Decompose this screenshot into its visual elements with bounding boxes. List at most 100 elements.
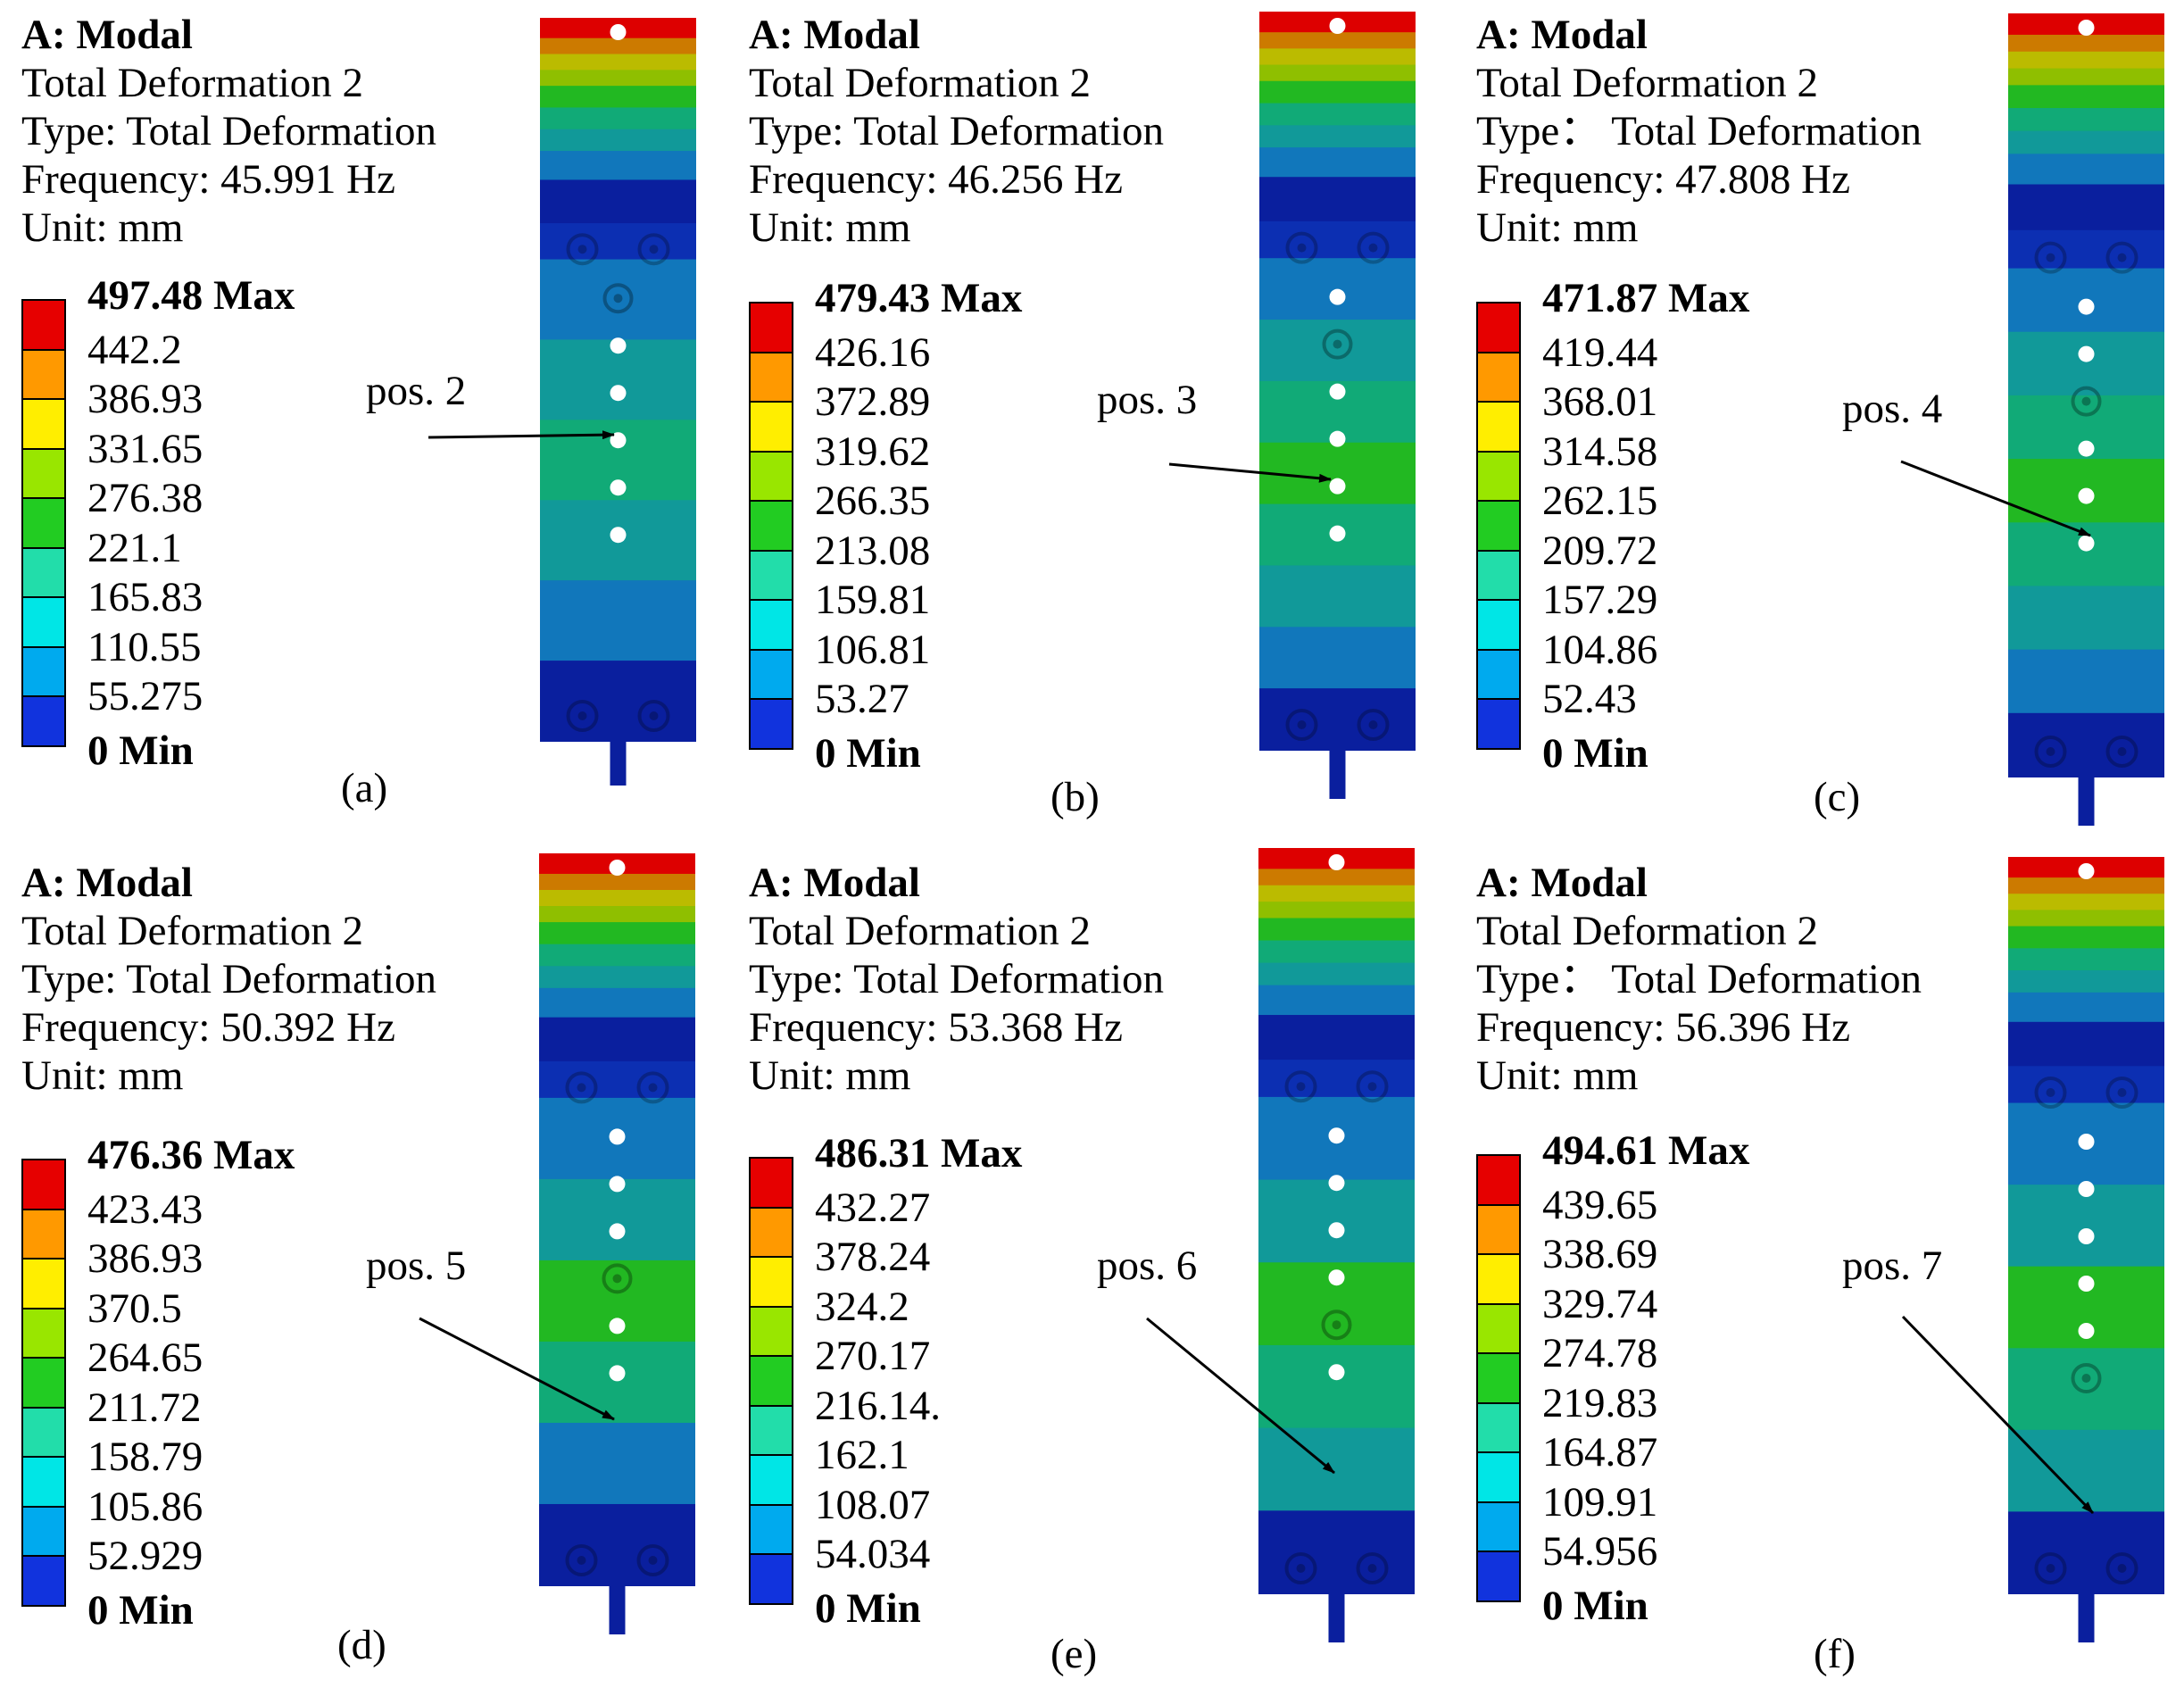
center-hole: [2078, 535, 2095, 552]
legend-swatch: [21, 695, 66, 747]
legend-swatch: [21, 1357, 66, 1409]
legend-value: 386.93: [87, 1235, 203, 1282]
figure-panel: A: Modal Total Deformation 2 Type： Total D…: [1455, 848, 2182, 1696]
figure-panel: A: Modal Total Deformation 2 Type: Total D…: [727, 0, 1455, 848]
contour-band: [2008, 910, 2164, 927]
legend-swatch: [21, 1258, 66, 1309]
contour-band: [1258, 902, 1415, 919]
bolt-hole-center: [1297, 243, 1307, 253]
panel-header: A: Modal Total Deformation 2 Type: Total D…: [749, 11, 1164, 252]
bolt-hole: [1284, 1552, 1317, 1584]
legend-swatch: [1476, 500, 1521, 552]
legend-swatch: [1476, 648, 1521, 700]
legend-swatch: [21, 1505, 66, 1557]
legend-value: 426.16: [815, 328, 931, 376]
center-hole: [1329, 430, 1346, 447]
panel-caption: (c): [1814, 774, 1861, 820]
bolt-hole: [1284, 1070, 1317, 1103]
legend-swatch: [749, 1404, 793, 1456]
contour-band: [1258, 940, 1415, 964]
bolt-hole: [565, 1544, 598, 1576]
contour-band: [540, 179, 696, 225]
bolt-hole: [2034, 1077, 2067, 1109]
result-type: Type: Total Deformation: [21, 956, 437, 1002]
legend-swatch: [1476, 1501, 1521, 1552]
legend-value: 368.01: [1542, 378, 1658, 425]
legend-value: 157.29: [1542, 577, 1658, 623]
contour-band: [539, 906, 695, 924]
contour-band: [2008, 1429, 2164, 1513]
contour-band: [2008, 68, 2164, 87]
center-hole: [2078, 1134, 2095, 1150]
bolt-hole: [2105, 1552, 2138, 1584]
result-name: Total Deformation 2: [749, 60, 1092, 106]
contour-band: [2008, 85, 2164, 110]
legend-swatch: [21, 645, 66, 697]
top-hole: [609, 860, 626, 876]
legend-value: 276.38: [87, 475, 203, 521]
frequency-readout: Frequency: 45.991 Hz: [21, 156, 395, 203]
contour-band: [540, 661, 696, 742]
bolt-hole: [566, 700, 599, 732]
legend-max-value: 476.36 Max: [87, 1132, 295, 1178]
mounting-stem: [610, 741, 627, 786]
beam-contour-plot: [1258, 848, 1415, 1642]
bolt-hole-center: [2046, 1088, 2055, 1097]
contour-band: [1258, 1179, 1415, 1264]
bolt-hole-center: [2117, 1564, 2127, 1573]
center-hole: [2078, 487, 2095, 504]
legend-swatch: [1476, 351, 1521, 403]
legend-value: 338.69: [1542, 1231, 1658, 1277]
bolt-hole-center: [648, 1556, 658, 1565]
contour-band: [1259, 80, 1416, 104]
contour-band: [2008, 649, 2164, 714]
legend-swatch: [749, 1503, 793, 1555]
result-type: Type： Total Deformation: [1476, 956, 1922, 1002]
contour-band: [1258, 918, 1415, 942]
bolt-hole-center: [2117, 1088, 2127, 1097]
position-label: pos. 7: [1842, 1243, 1943, 1289]
sensor-position-center: [2081, 1374, 2091, 1383]
contour-band: [1259, 627, 1416, 690]
center-hole: [1328, 1175, 1345, 1192]
contour-band: [540, 70, 696, 87]
contour-band: [539, 987, 695, 1018]
bolt-hole: [2105, 1077, 2138, 1109]
result-type: Type: Total Deformation: [749, 956, 1165, 1002]
legend-min-value: 0 Min: [87, 727, 194, 774]
panel-title: A: Modal: [749, 12, 920, 58]
contour-band: [2008, 522, 2164, 587]
contour-band: [1258, 1015, 1415, 1061]
legend-value: 54.034: [815, 1531, 931, 1577]
beam-contour-plot: [2008, 13, 2164, 826]
panel-caption: (f): [1814, 1631, 1856, 1677]
legend-swatch: [749, 698, 793, 750]
contour-band: [2008, 992, 2164, 1023]
legend-swatch: [21, 447, 66, 499]
contour-band: [1258, 869, 1415, 886]
contour-band: [540, 223, 696, 261]
mounting-stem: [1329, 750, 1346, 799]
legend-min-value: 0 Min: [87, 1586, 194, 1634]
legend-max-value: 497.48 Max: [87, 272, 295, 319]
center-hole: [610, 432, 627, 449]
legend-value: 105.86: [87, 1483, 203, 1530]
legend-swatch: [21, 348, 66, 400]
figure-panel: A: Modal Total Deformation 2 Type: Total D…: [0, 848, 727, 1696]
contour-band: [540, 580, 696, 662]
panel-header: A: Modal Total Deformation 2 Type: Total D…: [749, 859, 1164, 1100]
legend-swatch: [749, 1454, 793, 1506]
sensor-position-ring: [2071, 386, 2102, 417]
bolt-hole-center: [1367, 1082, 1377, 1092]
center-hole: [1329, 478, 1346, 495]
result-name: Total Deformation 2: [749, 908, 1092, 954]
center-hole: [609, 1176, 626, 1193]
legend-swatch: [21, 1406, 66, 1458]
panel-title: A: Modal: [1476, 12, 1648, 58]
contour-band: [539, 1017, 695, 1062]
center-hole: [1328, 1364, 1345, 1381]
sensor-position-center: [612, 1274, 622, 1284]
legend-value: 110.55: [87, 623, 202, 670]
legend-value: 319.62: [815, 428, 931, 475]
panel-title: A: Modal: [749, 860, 920, 906]
